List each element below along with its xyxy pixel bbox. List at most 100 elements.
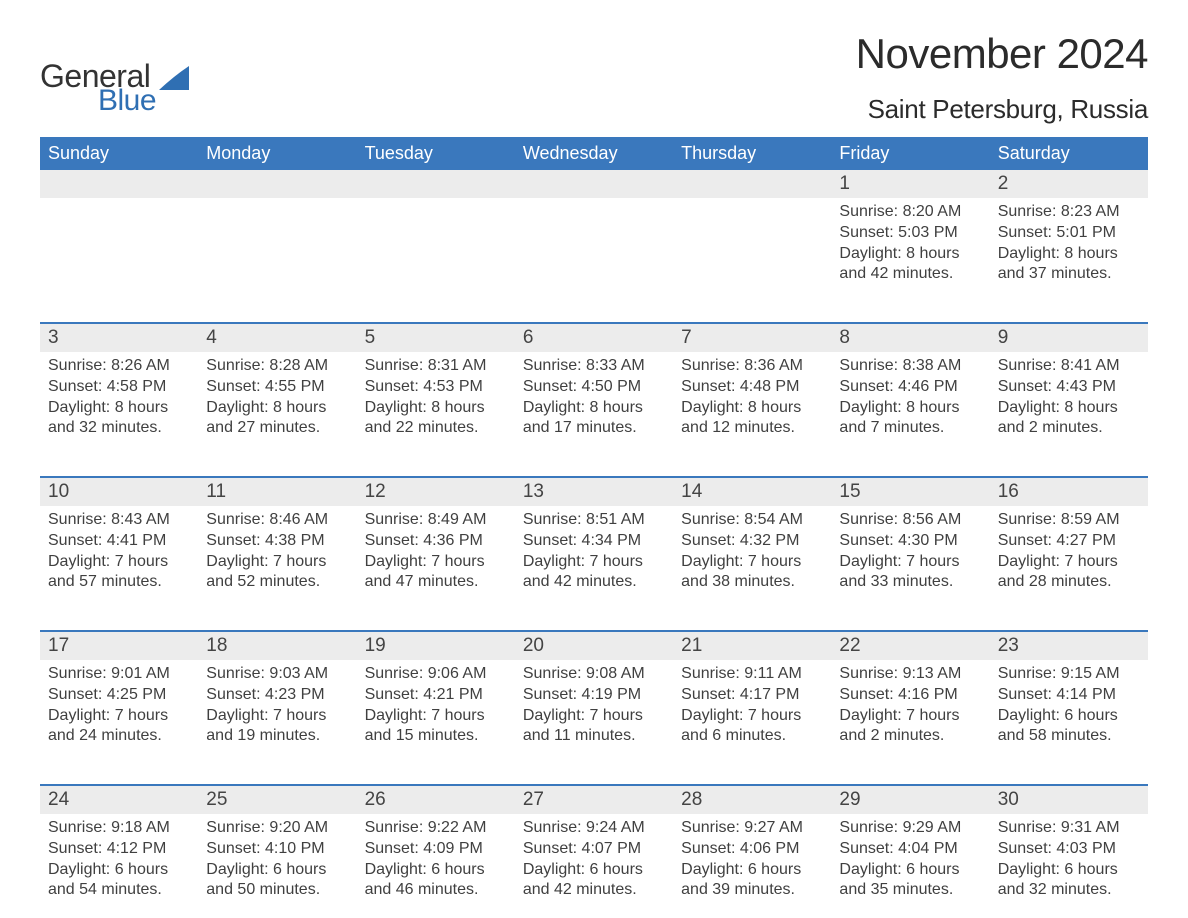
day-number: 30 <box>990 786 1148 814</box>
daylight-text-line2: and 42 minutes. <box>523 880 665 901</box>
daylight-text-line1: Daylight: 7 hours <box>681 552 823 573</box>
day-cell: Sunrise: 9:15 AMSunset: 4:14 PMDaylight:… <box>990 660 1148 764</box>
day-number: 11 <box>198 478 356 506</box>
day-number <box>673 170 831 198</box>
day-number: 17 <box>40 632 198 660</box>
sunrise-text: Sunrise: 9:31 AM <box>998 818 1140 839</box>
daylight-text-line2: and 50 minutes. <box>206 880 348 901</box>
sunrise-text: Sunrise: 9:08 AM <box>523 664 665 685</box>
day-number: 21 <box>673 632 831 660</box>
daylight-text-line1: Daylight: 7 hours <box>365 706 507 727</box>
sunrise-text: Sunrise: 9:22 AM <box>365 818 507 839</box>
week-block: 12Sunrise: 8:20 AMSunset: 5:03 PMDayligh… <box>40 170 1148 302</box>
day-cell <box>673 198 831 302</box>
calendar: Sunday Monday Tuesday Wednesday Thursday… <box>40 137 1148 918</box>
day-header-saturday: Saturday <box>990 137 1148 170</box>
daylight-text-line2: and 42 minutes. <box>839 264 981 285</box>
daylight-text-line1: Daylight: 7 hours <box>681 706 823 727</box>
daylight-text-line2: and 33 minutes. <box>839 572 981 593</box>
sunrise-text: Sunrise: 8:43 AM <box>48 510 190 531</box>
day-number: 25 <box>198 786 356 814</box>
sunset-text: Sunset: 4:53 PM <box>365 377 507 398</box>
daylight-text-line2: and 19 minutes. <box>206 726 348 747</box>
daylight-text-line2: and 7 minutes. <box>839 418 981 439</box>
daylight-text-line1: Daylight: 7 hours <box>839 552 981 573</box>
day-cell: Sunrise: 9:13 AMSunset: 4:16 PMDaylight:… <box>831 660 989 764</box>
sunrise-text: Sunrise: 9:11 AM <box>681 664 823 685</box>
sunrise-text: Sunrise: 9:29 AM <box>839 818 981 839</box>
day-number: 8 <box>831 324 989 352</box>
sunset-text: Sunset: 4:48 PM <box>681 377 823 398</box>
day-cell: Sunrise: 9:08 AMSunset: 4:19 PMDaylight:… <box>515 660 673 764</box>
day-cell: Sunrise: 8:23 AMSunset: 5:01 PMDaylight:… <box>990 198 1148 302</box>
sunrise-text: Sunrise: 8:38 AM <box>839 356 981 377</box>
sunrise-text: Sunrise: 8:59 AM <box>998 510 1140 531</box>
day-cell: Sunrise: 8:38 AMSunset: 4:46 PMDaylight:… <box>831 352 989 456</box>
day-number <box>357 170 515 198</box>
day-number-row: 3456789 <box>40 322 1148 352</box>
daylight-text-line2: and 52 minutes. <box>206 572 348 593</box>
sunrise-text: Sunrise: 8:26 AM <box>48 356 190 377</box>
sunset-text: Sunset: 4:17 PM <box>681 685 823 706</box>
day-number <box>40 170 198 198</box>
day-number <box>198 170 356 198</box>
day-number: 10 <box>40 478 198 506</box>
sunset-text: Sunset: 4:46 PM <box>839 377 981 398</box>
sunset-text: Sunset: 4:12 PM <box>48 839 190 860</box>
day-header-thursday: Thursday <box>673 137 831 170</box>
daylight-text-line1: Daylight: 7 hours <box>998 552 1140 573</box>
day-header-tuesday: Tuesday <box>357 137 515 170</box>
day-number <box>515 170 673 198</box>
daylight-text-line2: and 12 minutes. <box>681 418 823 439</box>
day-body-row: Sunrise: 8:43 AMSunset: 4:41 PMDaylight:… <box>40 506 1148 610</box>
day-number: 29 <box>831 786 989 814</box>
sunset-text: Sunset: 4:36 PM <box>365 531 507 552</box>
day-cell: Sunrise: 9:29 AMSunset: 4:04 PMDaylight:… <box>831 814 989 918</box>
logo-text: General Blue <box>40 60 156 116</box>
day-number-row: 12 <box>40 170 1148 198</box>
sunset-text: Sunset: 4:32 PM <box>681 531 823 552</box>
day-number: 14 <box>673 478 831 506</box>
sunset-text: Sunset: 4:09 PM <box>365 839 507 860</box>
day-cell: Sunrise: 8:54 AMSunset: 4:32 PMDaylight:… <box>673 506 831 610</box>
sunset-text: Sunset: 4:21 PM <box>365 685 507 706</box>
daylight-text-line1: Daylight: 8 hours <box>206 398 348 419</box>
day-body-row: Sunrise: 8:20 AMSunset: 5:03 PMDaylight:… <box>40 198 1148 302</box>
sunrise-text: Sunrise: 8:49 AM <box>365 510 507 531</box>
day-number-row: 24252627282930 <box>40 784 1148 814</box>
day-number: 12 <box>357 478 515 506</box>
sunrise-text: Sunrise: 9:13 AM <box>839 664 981 685</box>
sunset-text: Sunset: 4:03 PM <box>998 839 1140 860</box>
sunset-text: Sunset: 4:19 PM <box>523 685 665 706</box>
sunset-text: Sunset: 4:07 PM <box>523 839 665 860</box>
daylight-text-line1: Daylight: 6 hours <box>48 860 190 881</box>
sunset-text: Sunset: 4:04 PM <box>839 839 981 860</box>
week-block: 3456789Sunrise: 8:26 AMSunset: 4:58 PMDa… <box>40 322 1148 456</box>
day-number: 1 <box>831 170 989 198</box>
logo-sail-icon <box>159 66 189 90</box>
daylight-text-line1: Daylight: 6 hours <box>998 860 1140 881</box>
day-number-row: 10111213141516 <box>40 476 1148 506</box>
day-cell: Sunrise: 9:31 AMSunset: 4:03 PMDaylight:… <box>990 814 1148 918</box>
day-cell: Sunrise: 8:26 AMSunset: 4:58 PMDaylight:… <box>40 352 198 456</box>
title-location: Saint Petersburg, Russia <box>856 94 1148 125</box>
day-cell: Sunrise: 8:36 AMSunset: 4:48 PMDaylight:… <box>673 352 831 456</box>
daylight-text-line1: Daylight: 7 hours <box>48 706 190 727</box>
sunrise-text: Sunrise: 8:28 AM <box>206 356 348 377</box>
daylight-text-line1: Daylight: 8 hours <box>839 398 981 419</box>
sunrise-text: Sunrise: 9:06 AM <box>365 664 507 685</box>
sunrise-text: Sunrise: 9:27 AM <box>681 818 823 839</box>
week-block: 10111213141516Sunrise: 8:43 AMSunset: 4:… <box>40 476 1148 610</box>
sunset-text: Sunset: 5:03 PM <box>839 223 981 244</box>
day-cell: Sunrise: 8:28 AMSunset: 4:55 PMDaylight:… <box>198 352 356 456</box>
daylight-text-line1: Daylight: 6 hours <box>523 860 665 881</box>
week-block: 17181920212223Sunrise: 9:01 AMSunset: 4:… <box>40 630 1148 764</box>
logo: General Blue <box>40 30 189 116</box>
day-header-monday: Monday <box>198 137 356 170</box>
sunset-text: Sunset: 4:41 PM <box>48 531 190 552</box>
day-number: 5 <box>357 324 515 352</box>
title-block: November 2024 Saint Petersburg, Russia <box>856 30 1148 125</box>
daylight-text-line1: Daylight: 7 hours <box>48 552 190 573</box>
sunset-text: Sunset: 4:10 PM <box>206 839 348 860</box>
daylight-text-line2: and 46 minutes. <box>365 880 507 901</box>
